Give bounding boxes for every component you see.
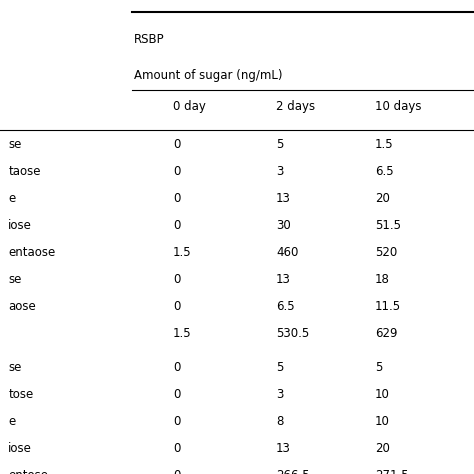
Text: 6.5: 6.5 [276, 300, 295, 313]
Text: 0: 0 [173, 300, 181, 313]
Text: 1.5: 1.5 [173, 246, 192, 259]
Text: entose: entose [8, 469, 48, 474]
Text: 3: 3 [276, 165, 283, 178]
Text: 0: 0 [173, 442, 181, 455]
Text: 18: 18 [375, 273, 390, 286]
Text: se: se [8, 138, 22, 151]
Text: 0 day: 0 day [173, 100, 206, 112]
Text: 5: 5 [375, 361, 383, 374]
Text: 0: 0 [173, 165, 181, 178]
Text: 3: 3 [276, 388, 283, 401]
Text: 2 days: 2 days [276, 100, 315, 112]
Text: e: e [8, 415, 16, 428]
Text: 0: 0 [173, 192, 181, 205]
Text: 0: 0 [173, 415, 181, 428]
Text: 0: 0 [173, 138, 181, 151]
Text: 6.5: 6.5 [375, 165, 394, 178]
Text: 8: 8 [276, 415, 283, 428]
Text: 629: 629 [375, 327, 398, 340]
Text: taose: taose [8, 165, 41, 178]
Text: entaose: entaose [8, 246, 55, 259]
Text: tose: tose [8, 388, 34, 401]
Text: se: se [8, 273, 22, 286]
Text: 13: 13 [276, 192, 291, 205]
Text: 13: 13 [276, 442, 291, 455]
Text: 51.5: 51.5 [375, 219, 401, 232]
Text: 5: 5 [276, 138, 283, 151]
Text: 10: 10 [375, 415, 390, 428]
Text: 0: 0 [173, 469, 181, 474]
Text: RSBP: RSBP [134, 33, 164, 46]
Text: 11.5: 11.5 [375, 300, 401, 313]
Text: 271.5: 271.5 [375, 469, 409, 474]
Text: 5: 5 [276, 361, 283, 374]
Text: 10: 10 [375, 388, 390, 401]
Text: 13: 13 [276, 273, 291, 286]
Text: 1.5: 1.5 [173, 327, 192, 340]
Text: 460: 460 [276, 246, 299, 259]
Text: 20: 20 [375, 442, 390, 455]
Text: iose: iose [8, 442, 32, 455]
Text: iose: iose [8, 219, 32, 232]
Text: 20: 20 [375, 192, 390, 205]
Text: e: e [8, 192, 16, 205]
Text: 520: 520 [375, 246, 397, 259]
Text: 530.5: 530.5 [276, 327, 310, 340]
Text: 1.5: 1.5 [375, 138, 394, 151]
Text: 0: 0 [173, 273, 181, 286]
Text: aose: aose [8, 300, 36, 313]
Text: se: se [8, 361, 22, 374]
Text: 266.5: 266.5 [276, 469, 310, 474]
Text: Amount of sugar (ng/mL): Amount of sugar (ng/mL) [134, 69, 283, 82]
Text: 0: 0 [173, 219, 181, 232]
Text: 10 days: 10 days [375, 100, 421, 112]
Text: 0: 0 [173, 388, 181, 401]
Text: 30: 30 [276, 219, 291, 232]
Text: 0: 0 [173, 361, 181, 374]
